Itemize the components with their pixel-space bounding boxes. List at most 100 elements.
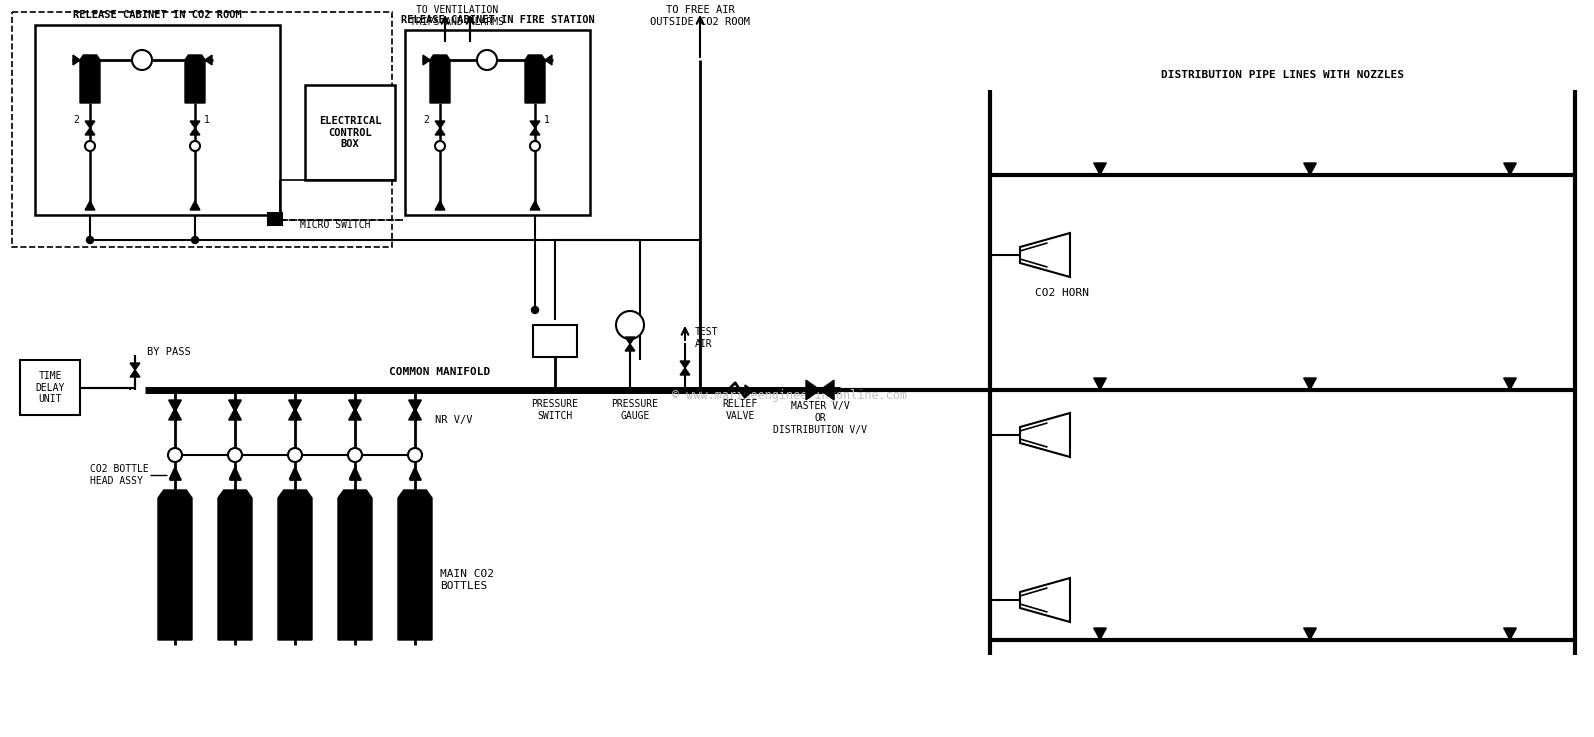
Polygon shape: [206, 55, 212, 65]
Polygon shape: [430, 55, 450, 103]
Text: COMMON MANIFOLD: COMMON MANIFOLD: [389, 367, 491, 377]
Text: MASTER V/V
OR
DISTRIBUTION V/V: MASTER V/V OR DISTRIBUTION V/V: [773, 402, 867, 435]
Polygon shape: [819, 380, 834, 399]
Polygon shape: [289, 408, 301, 420]
Bar: [268, 213, 282, 225]
Text: NR V/V: NR V/V: [435, 415, 472, 425]
Polygon shape: [230, 467, 241, 479]
Polygon shape: [80, 55, 88, 65]
Text: TIME
DELAY
UNIT: TIME DELAY UNIT: [35, 371, 65, 404]
Bar: [35, 25, 281, 215]
Polygon shape: [435, 128, 445, 135]
Polygon shape: [1503, 163, 1516, 175]
Text: BY PASS: BY PASS: [147, 347, 191, 357]
Circle shape: [531, 307, 539, 313]
Polygon shape: [84, 201, 96, 210]
Circle shape: [167, 448, 182, 462]
Text: 1: 1: [544, 115, 550, 125]
Text: PRESSURE
SWITCH: PRESSURE SWITCH: [531, 399, 579, 421]
Circle shape: [529, 141, 540, 151]
Polygon shape: [190, 201, 199, 210]
Text: CO2 BOTTLE
HEAD ASSY: CO2 BOTTLE HEAD ASSY: [89, 464, 148, 486]
Polygon shape: [531, 201, 540, 210]
Text: 1: 1: [204, 115, 210, 125]
Text: TO VENTILATION
TRIPS AND ALARMS: TO VENTILATION TRIPS AND ALARMS: [411, 5, 504, 27]
Polygon shape: [807, 380, 819, 399]
Polygon shape: [190, 128, 199, 135]
Polygon shape: [169, 408, 182, 420]
Polygon shape: [158, 490, 191, 640]
Polygon shape: [228, 408, 241, 420]
Polygon shape: [430, 55, 437, 65]
Polygon shape: [422, 55, 430, 65]
Circle shape: [132, 50, 151, 70]
Bar: [532, 325, 577, 357]
Text: DISTRIBUTION PIPE LINES WITH NOZZLES: DISTRIBUTION PIPE LINES WITH NOZZLES: [1160, 70, 1404, 80]
Polygon shape: [625, 344, 634, 351]
Text: 2: 2: [422, 115, 429, 125]
Circle shape: [289, 448, 301, 462]
Polygon shape: [290, 467, 301, 479]
Polygon shape: [277, 490, 312, 640]
Text: RELIEF
VALVE: RELIEF VALVE: [722, 399, 757, 421]
Polygon shape: [681, 361, 690, 368]
Polygon shape: [524, 55, 545, 103]
Polygon shape: [289, 400, 301, 412]
Polygon shape: [435, 121, 445, 128]
Bar: [21, 360, 80, 415]
Polygon shape: [190, 121, 199, 128]
Text: © www.marineengineeringonline.com: © www.marineengineeringonline.com: [673, 388, 907, 402]
Polygon shape: [1503, 628, 1516, 640]
Text: TO FREE AIR
OUTSIDE CO2 ROOM: TO FREE AIR OUTSIDE CO2 ROOM: [650, 5, 751, 27]
Polygon shape: [410, 467, 421, 479]
Polygon shape: [1503, 378, 1516, 390]
Text: CO2 HORN: CO2 HORN: [1035, 288, 1089, 298]
Polygon shape: [398, 490, 432, 640]
Circle shape: [84, 141, 96, 151]
Polygon shape: [218, 490, 252, 640]
Text: ELECTRICAL
CONTROL
BOX: ELECTRICAL CONTROL BOX: [319, 116, 381, 149]
Circle shape: [435, 141, 445, 151]
Circle shape: [228, 448, 242, 462]
Polygon shape: [349, 408, 362, 420]
Polygon shape: [349, 467, 360, 479]
Polygon shape: [228, 400, 241, 412]
Text: MAIN CO2
BOTTLES: MAIN CO2 BOTTLES: [440, 569, 494, 591]
Polygon shape: [539, 55, 545, 65]
Polygon shape: [435, 201, 445, 210]
Circle shape: [477, 50, 497, 70]
Polygon shape: [169, 400, 182, 412]
Text: MICRO SWITCH: MICRO SWITCH: [300, 220, 370, 230]
Polygon shape: [531, 121, 540, 128]
Bar: [13, 12, 392, 247]
Circle shape: [615, 311, 644, 339]
Polygon shape: [131, 363, 140, 370]
Bar: [405, 30, 590, 215]
Polygon shape: [1093, 163, 1106, 175]
Polygon shape: [185, 55, 206, 103]
Text: TEST
AIR: TEST AIR: [695, 327, 719, 349]
Circle shape: [191, 237, 199, 243]
Text: PRESSURE
GAUGE: PRESSURE GAUGE: [612, 399, 658, 421]
Circle shape: [347, 448, 362, 462]
Polygon shape: [169, 467, 180, 479]
Text: 2: 2: [73, 115, 80, 125]
Polygon shape: [80, 55, 100, 103]
Polygon shape: [1304, 628, 1317, 640]
Polygon shape: [545, 55, 552, 65]
Polygon shape: [408, 400, 421, 412]
Polygon shape: [408, 408, 421, 420]
Polygon shape: [84, 128, 96, 135]
Polygon shape: [349, 400, 362, 412]
Polygon shape: [1304, 163, 1317, 175]
Circle shape: [408, 448, 422, 462]
Polygon shape: [84, 121, 96, 128]
Polygon shape: [531, 128, 540, 135]
Polygon shape: [1093, 628, 1106, 640]
Circle shape: [86, 237, 94, 243]
Polygon shape: [338, 490, 371, 640]
Bar: [304, 85, 395, 180]
Polygon shape: [744, 385, 752, 395]
Polygon shape: [73, 55, 80, 65]
Text: RELEASE CABINET IN CO2 ROOM: RELEASE CABINET IN CO2 ROOM: [73, 10, 242, 20]
